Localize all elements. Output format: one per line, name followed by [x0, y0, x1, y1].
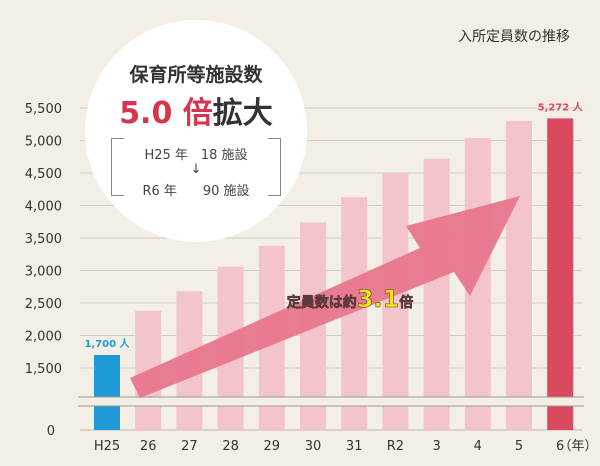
x-tick-label: 3: [432, 439, 440, 454]
arrow-label-suffix: 倍: [399, 294, 413, 311]
x-tick-label: 27: [181, 439, 198, 454]
x-axis-unit: （年）: [558, 439, 597, 454]
arrow-label-prefix: 定員数は約: [287, 294, 357, 311]
callout-row-h25: H25 年 18 施設: [144, 148, 248, 163]
x-tick-label: 30: [305, 439, 322, 454]
callout-down-arrow: ↓: [190, 162, 202, 177]
callout-row-r6: R6 年 90 施設: [142, 184, 250, 199]
arrow-label-number: 3.1: [357, 285, 400, 313]
y-tick-label: 2,000: [25, 330, 62, 345]
facility-callout-circle: 保育所等施設数 5.0 倍拡大 H25 年 18 施設 ↓ R6 年 90 施設: [85, 20, 307, 242]
y-tick-label: 2,500: [25, 297, 62, 312]
x-tick-label: 5: [515, 439, 523, 454]
y-tick-label: 4,000: [25, 200, 62, 215]
callout-headline: 5.0 倍拡大: [85, 88, 307, 132]
x-tick-label: 4: [474, 439, 482, 454]
callout-multiplier-unit: 倍: [182, 96, 213, 131]
chart-title: 入所定員数の推移: [458, 29, 570, 45]
y-tick-label: 1,500: [25, 362, 62, 377]
callout-multiplier: 5.0: [119, 96, 173, 131]
bar-3: [423, 158, 450, 430]
growth-arrow: [130, 196, 520, 398]
data-label-6: 5,272 人: [538, 100, 584, 113]
x-tick-label: 29: [264, 439, 281, 454]
x-tick-label: H25: [94, 439, 120, 454]
callout-expand-word: 拡大: [212, 96, 273, 131]
bar-6: [547, 118, 574, 431]
x-tick-label: 28: [222, 439, 239, 454]
y-tick-label: 3,000: [25, 265, 62, 280]
y-tick-label: 5,500: [25, 102, 62, 117]
y-tick-label: 3,500: [25, 232, 62, 247]
x-tick-label: R2: [387, 439, 404, 454]
axis-break-band: [78, 397, 584, 406]
y-tick-label: 5,000: [25, 135, 62, 150]
bar-H25: [94, 355, 120, 430]
callout-bracket-right: [268, 138, 281, 196]
bar-R2: [382, 173, 409, 430]
bar-5: [506, 121, 532, 430]
x-tick-label: 6: [556, 439, 564, 454]
callout-bracket-left: [111, 138, 124, 196]
y-tick-label: 0: [47, 424, 55, 439]
x-tick-label: 31: [346, 439, 363, 454]
y-tick-label: 4,500: [25, 167, 62, 182]
callout-title: 保育所等施設数: [129, 64, 263, 86]
data-label-H25: 1,700 人: [84, 337, 130, 350]
x-tick-label: 26: [140, 439, 157, 454]
arrow-label: 定員数は約3.1倍: [287, 285, 414, 313]
